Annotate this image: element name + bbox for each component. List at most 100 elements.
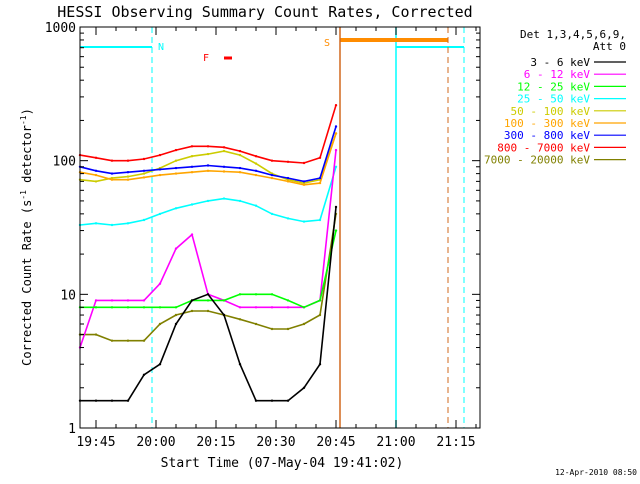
data-point (238, 363, 242, 366)
data-point (286, 217, 290, 220)
legend-label: 300 - 800 keV (504, 129, 590, 142)
x-tick-label: 21:15 (436, 435, 475, 450)
data-point (334, 104, 338, 107)
data-point (222, 197, 226, 200)
legend-label: 3 - 6 keV (530, 56, 590, 69)
data-point (126, 178, 130, 181)
axes: 1 10 100 1000 19:45 20:00 20:15 20:30 20:45 21:00… (45, 21, 481, 450)
data-point (190, 203, 194, 206)
data-point (142, 169, 146, 172)
data-point (174, 322, 178, 326)
data-point (270, 159, 274, 162)
data-point (254, 399, 258, 402)
data-point (142, 172, 146, 175)
data-point (94, 222, 98, 225)
data-point (142, 306, 146, 309)
plot-frame (79, 26, 481, 429)
data-point (238, 199, 242, 203)
data-point (158, 153, 162, 157)
data-point (126, 171, 130, 174)
data-point (126, 306, 130, 309)
y-axis-label: Corrected Count Rate (s-1 detector-1) (19, 108, 34, 366)
legend-label: 6 - 12 keV (524, 68, 591, 81)
data-point (238, 171, 242, 174)
x-tick-label: 20:15 (196, 435, 235, 450)
x-tick-label: 20:45 (316, 435, 355, 450)
data-point (190, 171, 194, 174)
y-tick-label: 1 (68, 422, 76, 437)
data-point (302, 181, 306, 185)
data-point (238, 306, 242, 309)
data-point (302, 322, 306, 326)
data-point (334, 165, 338, 168)
x-axis-label: Start Time (07-May-04 19:41:02) (161, 456, 404, 471)
data-point (158, 306, 162, 309)
data-point (158, 212, 162, 216)
data-point (302, 220, 306, 223)
data-point (286, 299, 290, 302)
data-point (318, 363, 322, 366)
data-point (126, 222, 130, 225)
data-point (126, 299, 130, 302)
data-point (206, 164, 210, 167)
data-point (254, 293, 258, 296)
legend-label: 7000 - 20000 keV (484, 154, 590, 167)
data-point (94, 299, 98, 302)
legend-label: 100 - 300 keV (504, 117, 590, 130)
data-point (174, 159, 178, 162)
data-point (190, 145, 194, 148)
data-point (174, 247, 178, 250)
data-point (190, 165, 194, 168)
legend-label: 50 - 100 keV (511, 105, 591, 118)
data-point (110, 339, 114, 342)
series-line-25-50-kev (79, 166, 337, 226)
data-point (174, 172, 178, 175)
data-point (254, 173, 258, 177)
data-point (302, 306, 306, 309)
data-point (94, 399, 98, 402)
data-point (270, 293, 274, 296)
flare-flag-label: F (203, 53, 209, 64)
data-point (110, 306, 114, 309)
data-point (318, 313, 322, 317)
data-point (174, 306, 178, 309)
night-flag-label: N (158, 42, 164, 53)
data-point (334, 229, 338, 232)
data-point (286, 306, 290, 309)
data-point (270, 327, 274, 331)
data-point (174, 313, 178, 317)
data-point (206, 169, 210, 172)
data-point (286, 176, 290, 180)
data-point (110, 178, 114, 181)
data-point (286, 180, 290, 183)
data-point (270, 176, 274, 180)
x-tick-label: 21:00 (376, 435, 415, 450)
x-tick-label: 20:00 (136, 435, 175, 450)
data-point (334, 148, 338, 152)
saa-flag-label: S (324, 38, 330, 49)
data-point (110, 223, 114, 227)
data-point (270, 399, 274, 402)
y-tick-label: 1000 (45, 21, 76, 36)
data-point (110, 172, 114, 175)
data-point (142, 339, 146, 342)
data-point (142, 218, 146, 222)
data-point (158, 282, 162, 285)
data-point (190, 155, 194, 158)
data-point (318, 156, 322, 159)
data-point (286, 327, 290, 331)
data-point (254, 306, 258, 309)
data-point (254, 204, 258, 207)
data-point (174, 166, 178, 170)
data-point (222, 146, 226, 149)
data-point (270, 173, 274, 177)
data-point (334, 125, 338, 128)
data-point (94, 173, 98, 177)
legend-title-line-2: Att 0 (593, 40, 626, 53)
y-axis-label-end: ) (20, 108, 34, 115)
data-point (254, 155, 258, 158)
data-point (126, 159, 130, 162)
data-point (206, 293, 210, 296)
